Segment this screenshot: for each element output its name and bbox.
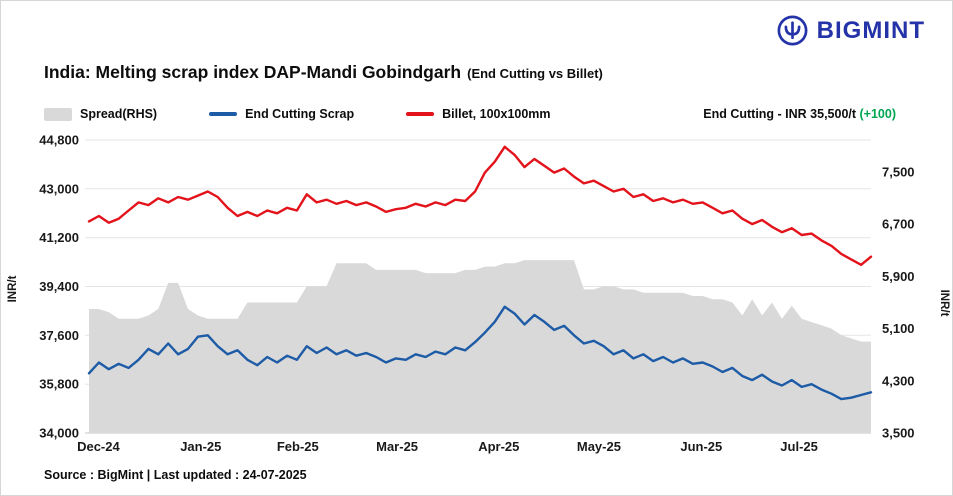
- left-axis-tick: 35,800: [39, 377, 79, 392]
- x-axis-tick: Mar-25: [376, 439, 418, 454]
- right-axis-title: INR/t: [938, 290, 950, 317]
- x-axis-tick: Jun-25: [680, 439, 722, 454]
- legend-item-spread: Spread(RHS): [44, 107, 157, 121]
- x-axis-tick: Apr-25: [478, 439, 519, 454]
- left-axis-tick: 43,000: [39, 181, 79, 196]
- bigmint-logo: BIGMINT: [776, 14, 925, 47]
- legend-row: Spread(RHS) End Cutting Scrap Billet, 100x…: [44, 107, 896, 121]
- left-axis-tick: 44,800: [39, 133, 79, 148]
- left-axis-tick: 39,400: [39, 279, 79, 294]
- chart-canvas: 34,000 35,800 37,600 39,400 41,200 43,000 44,8…: [7, 133, 950, 455]
- left-axis-title: INR/t: [7, 275, 19, 302]
- legend-item-end-cutting: End Cutting Scrap: [209, 107, 354, 121]
- x-axis-tick: Feb-25: [277, 439, 319, 454]
- annotation-label: End Cutting - INR 35,500/t: [703, 107, 860, 121]
- right-axis-tick: 6,700: [882, 217, 915, 232]
- right-axis-tick: 4,300: [882, 373, 915, 388]
- left-axis-tick: 37,600: [39, 328, 79, 343]
- legend-label: Spread(RHS): [80, 107, 158, 121]
- right-axis-tick: 5,100: [882, 321, 915, 336]
- legend-label: Billet, 100x100mm: [442, 107, 551, 121]
- spread-area: [89, 260, 871, 433]
- brand-wordmark: BIGMINT: [816, 16, 925, 44]
- x-axis-tick: Jan-25: [180, 439, 221, 454]
- title-main: India: Melting scrap index DAP-Mandi Gob…: [44, 62, 462, 82]
- x-axis-tick: Dec-24: [77, 439, 120, 454]
- last-price-annotation: End Cutting - INR 35,500/t (+100): [703, 107, 896, 121]
- bigmint-logo-icon: [777, 15, 808, 46]
- legend: Spread(RHS) End Cutting Scrap Billet, 100x…: [44, 107, 551, 121]
- right-axis-tick: 3,500: [882, 426, 915, 441]
- billet-line: [87, 145, 873, 267]
- source-note: Source : BigMint | Last updated : 24-07-…: [44, 468, 307, 482]
- right-axis-tick: 7,500: [882, 165, 915, 180]
- x-axis-tick: May-25: [577, 439, 621, 454]
- chart-title: India: Melting scrap index DAP-Mandi Gob…: [44, 62, 603, 83]
- left-axis-tick: 34,000: [39, 426, 79, 441]
- legend-label: End Cutting Scrap: [245, 107, 355, 121]
- annotation-change: (+100): [859, 107, 896, 121]
- x-axis-tick: Jul-25: [780, 439, 818, 454]
- end-cutting-line: [87, 305, 873, 401]
- title-suffix: (End Cutting vs Billet): [467, 66, 603, 81]
- spread-swatch: [44, 107, 72, 121]
- left-axis-tick: 41,200: [39, 230, 79, 245]
- billet-swatch: [406, 112, 435, 116]
- legend-item-billet: Billet, 100x100mm: [406, 107, 551, 121]
- end-cutting-swatch: [209, 112, 238, 116]
- right-axis-tick: 5,900: [882, 269, 915, 284]
